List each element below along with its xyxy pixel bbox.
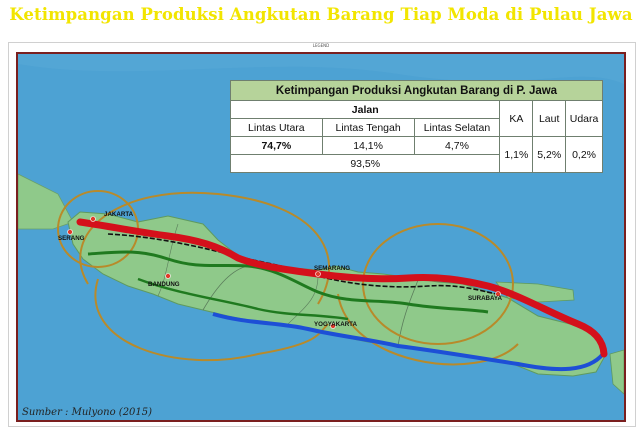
sumatra-land bbox=[18, 173, 74, 230]
city-label-bandung: BANDUNG bbox=[148, 281, 180, 288]
value-lintas-utara: 74,7% bbox=[230, 136, 323, 155]
central-route bbox=[87, 250, 489, 314]
value-jalan-total: 93,5% bbox=[229, 154, 501, 173]
value-lintas-selatan: 4,7% bbox=[413, 136, 501, 155]
java-map: JAKARTA SERANG BANDUNG SEMARANG YOGYAKAR… bbox=[16, 52, 626, 422]
value-lintas-tengah: 14,1% bbox=[321, 136, 415, 155]
slide-title: Ketimpangan Produksi Angkutan Barang Tia… bbox=[0, 0, 642, 30]
city-label-serang: SERANG bbox=[58, 235, 85, 242]
column-header-lintas-tengah: Lintas Tengah bbox=[321, 118, 415, 137]
city-label-semarang: SEMARANG bbox=[314, 265, 350, 272]
city-label-jakarta: JAKARTA bbox=[104, 211, 134, 218]
value-udara: 0,2% bbox=[565, 136, 603, 173]
city-label-surabaya: SURABAYA bbox=[468, 295, 502, 302]
table-title: Ketimpangan Produksi Angkutan Barang di … bbox=[230, 80, 603, 101]
city-label-yogyakarta: YOGYAKARTA bbox=[314, 321, 358, 328]
mode-header-udara: Udara bbox=[565, 100, 603, 137]
south-route bbox=[212, 312, 605, 372]
jalan-header: Jalan bbox=[229, 100, 501, 119]
mode-header-laut: Laut bbox=[532, 100, 567, 137]
freight-share-table: Ketimpangan Produksi Angkutan Barang di … bbox=[229, 80, 603, 173]
value-ka: 1,1% bbox=[499, 136, 534, 173]
frame-label: LEGEND bbox=[312, 43, 330, 48]
mode-header-ka: KA bbox=[499, 100, 534, 137]
column-header-lintas-selatan: Lintas Selatan bbox=[413, 118, 501, 137]
north-route bbox=[76, 218, 608, 358]
column-header-lintas-utara: Lintas Utara bbox=[230, 118, 323, 137]
value-laut: 5,2% bbox=[532, 136, 567, 173]
bali-land bbox=[609, 349, 624, 395]
source-credit: Sumber : Mulyono (2015) bbox=[22, 407, 153, 418]
